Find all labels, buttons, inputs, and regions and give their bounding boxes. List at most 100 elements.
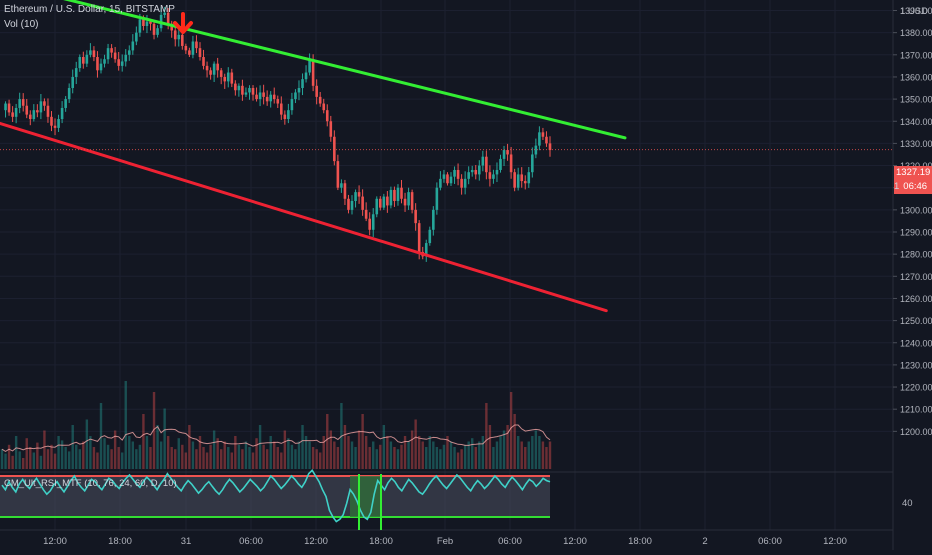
volume-bar: [343, 425, 347, 469]
volume-bar: [121, 452, 124, 469]
volume-bar: [400, 444, 403, 469]
volume-bar: [495, 441, 499, 469]
volume-bar: [78, 449, 81, 469]
candle-body: [509, 154, 513, 173]
volume-bar: [145, 436, 149, 469]
volume-bar: [96, 452, 99, 469]
rsi-axis-label: 40: [902, 498, 913, 509]
candle-body: [368, 218, 371, 230]
candle-body: [396, 187, 400, 201]
candle-body: [28, 114, 32, 120]
volume-bar: [4, 453, 7, 469]
candle-body: [470, 169, 474, 173]
volume-bar: [364, 436, 368, 469]
volume-bar: [149, 447, 152, 469]
candle-body: [350, 200, 354, 210]
volume-bar: [467, 441, 470, 469]
candle-body: [216, 63, 219, 71]
volume-bar: [449, 441, 453, 469]
volume-bar: [205, 452, 209, 469]
candle-body: [36, 110, 39, 113]
currency-prefix: 1: [900, 6, 906, 17]
candle-body: [78, 57, 82, 69]
volume-bar: [276, 447, 279, 469]
volume-bar: [435, 447, 439, 469]
candle-body: [446, 174, 449, 184]
candle-body: [103, 59, 106, 64]
volume-bar: [372, 441, 375, 469]
volume-bar: [46, 449, 50, 469]
candle-body: [417, 223, 421, 252]
price-tick-label: 1290.00: [900, 228, 932, 238]
volume-bar: [453, 447, 456, 469]
time-tick-label: 06:00: [758, 536, 782, 547]
price-tick-label: 1360.00: [900, 72, 932, 82]
volume-bar: [463, 444, 467, 469]
candle-body: [135, 32, 138, 42]
volume-bar: [347, 436, 350, 469]
volume-bar: [14, 436, 18, 469]
candle-body: [82, 57, 85, 64]
volume-bar: [258, 425, 262, 469]
candle-body: [156, 28, 159, 35]
candle-body: [43, 101, 46, 106]
candle-body: [318, 96, 322, 104]
volume-bar: [67, 451, 71, 469]
volume-bar: [534, 430, 538, 469]
candle-body: [382, 196, 386, 208]
volume-bar: [294, 449, 297, 469]
candle-body: [329, 121, 333, 137]
volume-bar: [248, 447, 251, 469]
price-tick-label: 1380.00: [900, 28, 932, 38]
volume-bar: [393, 447, 396, 469]
volume-bar: [417, 436, 421, 469]
candle-body: [7, 103, 11, 113]
candle-body: [57, 119, 60, 128]
candle-body: [548, 143, 552, 151]
candle-body: [181, 34, 184, 46]
candle-body: [294, 92, 297, 100]
volume-bar: [382, 425, 386, 469]
candle-body: [170, 23, 174, 31]
candle-body: [145, 21, 149, 27]
candle-body: [89, 50, 92, 55]
volume-bar: [209, 444, 212, 469]
volume-bar: [287, 438, 290, 469]
candle-body: [325, 110, 329, 122]
candle-body: [534, 145, 538, 155]
candle-body: [527, 172, 531, 184]
candle-body: [467, 172, 470, 179]
volume-indicator-label: Vol (10): [4, 19, 39, 30]
volume-bar: [75, 444, 78, 469]
volume-bar: [492, 447, 495, 469]
candle-body: [311, 59, 315, 86]
candle-body: [71, 76, 75, 89]
volume-bar: [32, 452, 36, 469]
volume-bar: [269, 436, 272, 469]
candle-body: [435, 187, 439, 210]
volume-bar: [425, 447, 428, 469]
currency-label[interactable]: 1 USD: [900, 6, 928, 17]
volume-bar: [410, 430, 414, 469]
volume-bar: [545, 447, 548, 469]
volume-bar: [297, 441, 301, 469]
rsi-overbought-band: [0, 476, 550, 517]
countdown-time: 06:46: [903, 181, 928, 192]
candle-body: [297, 88, 301, 93]
candle-body: [290, 99, 294, 111]
upper-trendline: [63, 0, 627, 140]
volume-bar: [106, 444, 110, 469]
price-tick-label: 1330.00: [900, 139, 932, 149]
current-price-tag: 1327.19: [894, 166, 932, 180]
price-tick-label: 1390.00: [900, 6, 932, 16]
candle-body: [463, 178, 467, 188]
volume-bar: [237, 444, 241, 469]
volume-bar: [488, 425, 492, 469]
candle-body: [198, 48, 202, 58]
volume-bar: [227, 447, 230, 469]
volume-bar: [198, 436, 202, 469]
candle-body: [226, 72, 230, 82]
candle-body: [67, 88, 71, 100]
